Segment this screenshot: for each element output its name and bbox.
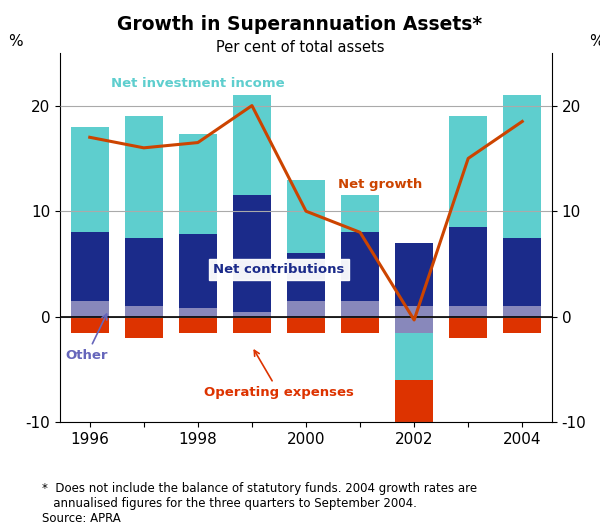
Bar bbox=[125, 116, 163, 238]
Bar bbox=[287, 317, 325, 333]
Bar bbox=[395, 243, 433, 306]
Bar bbox=[233, 317, 271, 333]
Bar bbox=[449, 116, 487, 227]
Bar bbox=[179, 317, 217, 333]
Bar bbox=[287, 253, 325, 301]
Text: Net investment income: Net investment income bbox=[111, 77, 284, 90]
Text: Net growth: Net growth bbox=[338, 178, 422, 191]
Bar bbox=[287, 180, 325, 253]
Bar bbox=[71, 301, 109, 317]
Text: Net contributions: Net contributions bbox=[213, 263, 344, 276]
Bar bbox=[233, 312, 271, 317]
Bar bbox=[71, 127, 109, 232]
Bar bbox=[449, 227, 487, 306]
Bar bbox=[395, 333, 433, 380]
Bar bbox=[449, 317, 487, 338]
Text: *  Does not include the balance of statutory funds. 2004 growth rates are
   ann: * Does not include the balance of statut… bbox=[42, 483, 477, 525]
Bar bbox=[179, 308, 217, 317]
Bar bbox=[71, 317, 109, 333]
Bar bbox=[179, 234, 217, 308]
Bar bbox=[503, 95, 541, 238]
Bar bbox=[395, 380, 433, 428]
Text: Per cent of total assets: Per cent of total assets bbox=[216, 40, 384, 55]
Bar bbox=[71, 232, 109, 301]
Text: Growth in Superannuation Assets*: Growth in Superannuation Assets* bbox=[118, 15, 482, 34]
Bar bbox=[341, 232, 379, 301]
Text: %: % bbox=[8, 34, 23, 49]
Bar bbox=[503, 306, 541, 317]
Text: %: % bbox=[589, 34, 600, 49]
Bar bbox=[233, 195, 271, 312]
Bar bbox=[179, 134, 217, 234]
Bar bbox=[341, 195, 379, 232]
Bar bbox=[125, 238, 163, 306]
Bar bbox=[449, 306, 487, 317]
Bar bbox=[395, 306, 433, 317]
Bar bbox=[287, 301, 325, 317]
Bar bbox=[341, 301, 379, 317]
Bar bbox=[503, 238, 541, 306]
Bar bbox=[395, 317, 433, 333]
Text: Other: Other bbox=[65, 314, 108, 362]
Bar bbox=[503, 317, 541, 333]
Bar bbox=[233, 95, 271, 195]
Text: Operating expenses: Operating expenses bbox=[204, 351, 354, 399]
Bar bbox=[125, 306, 163, 317]
Bar bbox=[341, 317, 379, 333]
Bar bbox=[125, 317, 163, 338]
